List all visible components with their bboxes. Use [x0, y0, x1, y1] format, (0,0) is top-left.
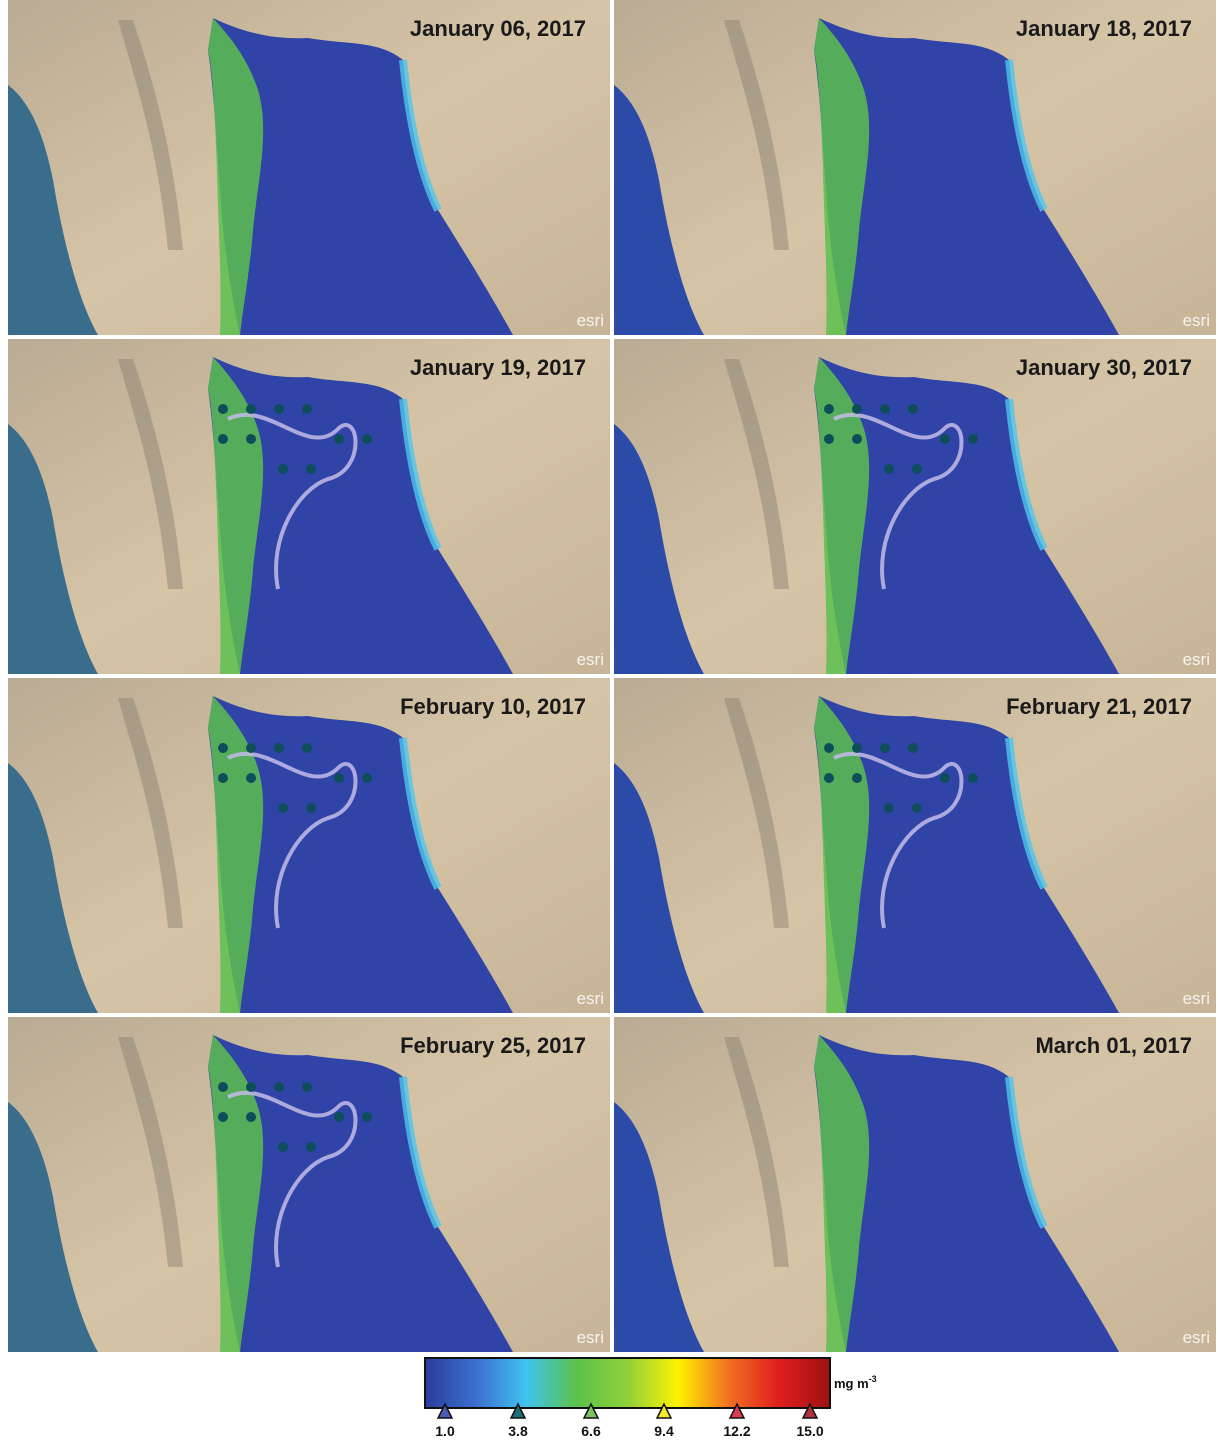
- sample-dot: [334, 773, 344, 783]
- panel-date: January 19, 2017: [410, 355, 586, 380]
- sample-dot: [246, 773, 256, 783]
- colorbar-unit: mg m-3: [834, 1374, 877, 1391]
- sample-dot: [852, 743, 862, 753]
- sample-dot: [274, 743, 284, 753]
- attribution: esri: [577, 311, 604, 330]
- sample-dot: [884, 803, 894, 813]
- map-grid: January 06, 2017 esri January 18, 2017 esri…: [8, 0, 1216, 1352]
- sample-dot: [824, 773, 834, 783]
- sample-dot: [852, 404, 862, 414]
- sample-dot: [912, 803, 922, 813]
- sample-dot: [968, 434, 978, 444]
- map-panel: January 06, 2017 esri: [8, 0, 610, 335]
- attribution: esri: [1183, 989, 1210, 1008]
- sample-dot: [940, 773, 950, 783]
- tick-label: 3.8: [508, 1423, 528, 1439]
- sample-dot: [880, 404, 890, 414]
- sample-dot: [218, 1112, 228, 1122]
- sample-dot: [246, 1112, 256, 1122]
- attribution: esri: [1183, 311, 1210, 330]
- sample-dot: [824, 404, 834, 414]
- sample-dot: [218, 773, 228, 783]
- panel-date: February 21, 2017: [1006, 694, 1192, 719]
- sample-dot: [218, 404, 228, 414]
- sample-dot: [246, 434, 256, 444]
- tick-label: 15.0: [796, 1423, 823, 1439]
- sample-dot: [302, 1082, 312, 1092]
- sample-dot: [334, 434, 344, 444]
- map-panel: March 01, 2017 esri: [614, 1017, 1216, 1352]
- sample-dot: [362, 1112, 372, 1122]
- attribution: esri: [577, 650, 604, 669]
- sample-dot: [306, 803, 316, 813]
- sample-dot: [362, 773, 372, 783]
- panel-date: January 18, 2017: [1016, 16, 1192, 41]
- attribution: esri: [1183, 1328, 1210, 1347]
- attribution: esri: [1183, 650, 1210, 669]
- sample-dot: [912, 464, 922, 474]
- sample-dot: [880, 743, 890, 753]
- sample-dot: [218, 1082, 228, 1092]
- colorbar: [425, 1358, 830, 1408]
- panel-date: January 06, 2017: [410, 16, 586, 41]
- sample-dot: [246, 1082, 256, 1092]
- panel-date: February 10, 2017: [400, 694, 586, 719]
- panel-date: February 25, 2017: [400, 1033, 586, 1058]
- map-panel: January 18, 2017 esri: [614, 0, 1216, 335]
- sample-dot: [824, 743, 834, 753]
- sample-dot: [852, 434, 862, 444]
- map-panel: February 21, 2017 esri: [614, 678, 1216, 1013]
- sample-dot: [246, 404, 256, 414]
- sample-dot: [968, 773, 978, 783]
- sample-dot: [884, 464, 894, 474]
- sample-dot: [852, 773, 862, 783]
- tick-label: 1.0: [435, 1423, 455, 1439]
- sample-dot: [274, 404, 284, 414]
- attribution: esri: [577, 989, 604, 1008]
- sample-dot: [362, 434, 372, 444]
- map-panel: January 30, 2017 esri: [614, 339, 1216, 674]
- page: {"panels": [ {"date": "January 06, 2017"…: [0, 0, 1218, 1444]
- sample-dot: [246, 743, 256, 753]
- sample-dot: [218, 743, 228, 753]
- map-panel: February 10, 2017 esri: [8, 678, 610, 1013]
- sample-dot: [218, 434, 228, 444]
- sample-dot: [908, 743, 918, 753]
- map-panel: January 19, 2017 esri: [8, 339, 610, 674]
- attribution: esri: [577, 1328, 604, 1347]
- sample-dot: [940, 434, 950, 444]
- sample-dot: [278, 803, 288, 813]
- tick-label: 6.6: [581, 1423, 601, 1439]
- sample-dot: [306, 464, 316, 474]
- sample-dot: [302, 743, 312, 753]
- sample-dot: [278, 464, 288, 474]
- tick-label: 9.4: [654, 1423, 674, 1439]
- colorbar-legend: mg m-3 1.0 3.8 6.6 9.4 12.2 15.0: [0, 1354, 1218, 1444]
- tick-label: 12.2: [723, 1423, 750, 1439]
- panel-date: January 30, 2017: [1016, 355, 1192, 380]
- sample-dot: [278, 1142, 288, 1152]
- sample-dot: [908, 404, 918, 414]
- map-panel: February 25, 2017 esri: [8, 1017, 610, 1352]
- sample-dot: [302, 404, 312, 414]
- panel-date: March 01, 2017: [1035, 1033, 1192, 1058]
- sample-dot: [824, 434, 834, 444]
- sample-dot: [334, 1112, 344, 1122]
- sample-dot: [306, 1142, 316, 1152]
- sample-dot: [274, 1082, 284, 1092]
